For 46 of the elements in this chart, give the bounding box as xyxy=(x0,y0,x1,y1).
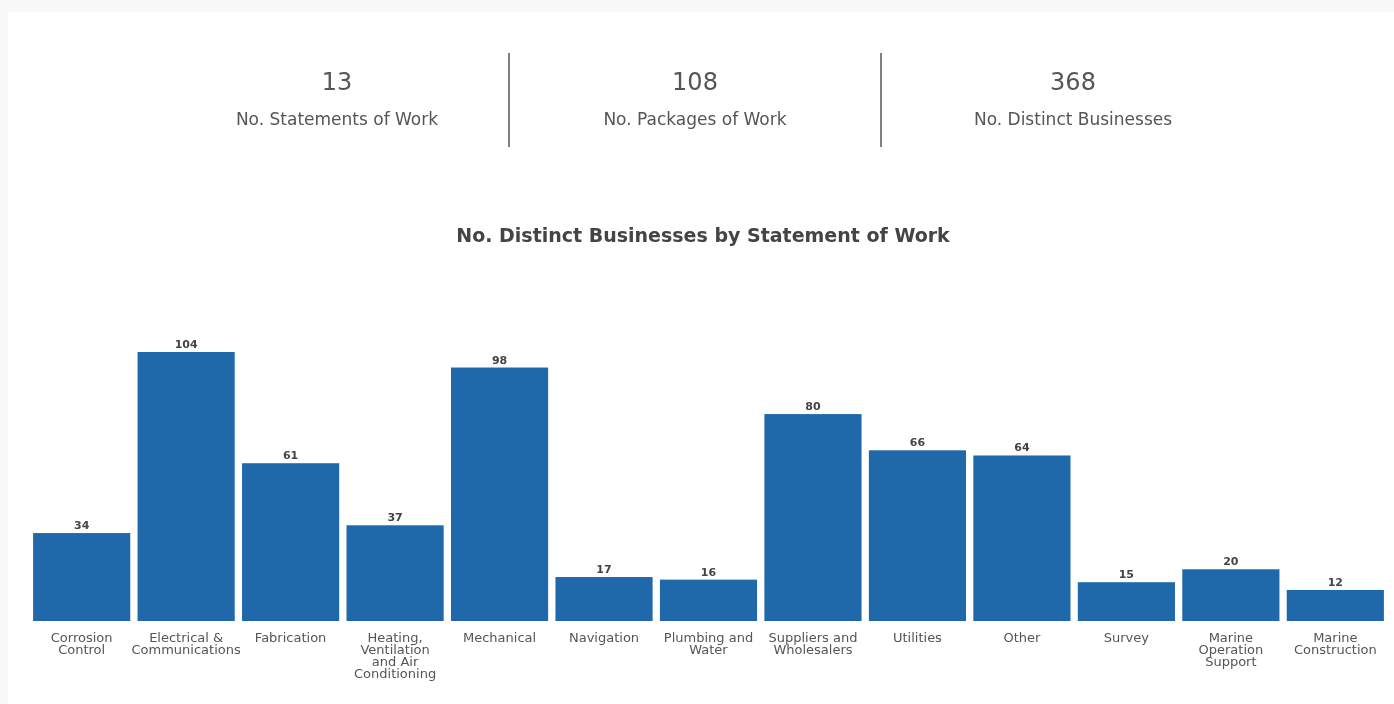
x-tick-label: Corrosion Control xyxy=(50,630,113,657)
data-label: 104 xyxy=(174,338,198,351)
bar xyxy=(764,414,862,621)
chart-title: No. Distinct Businesses by Statement of Work xyxy=(456,224,951,246)
x-tick-label: Survey xyxy=(1103,630,1150,645)
data-label: 16 xyxy=(700,565,717,579)
data-label: 64 xyxy=(1014,441,1030,455)
data-label: 17 xyxy=(596,563,612,577)
data-label: 61 xyxy=(282,449,299,463)
bar xyxy=(1077,582,1175,621)
category-label: No. Statements of Work xyxy=(235,109,439,129)
bar xyxy=(346,525,444,621)
data-label: 66 xyxy=(909,436,926,450)
data-label: 37 xyxy=(387,511,403,525)
data-label: 20 xyxy=(1223,555,1239,569)
bar xyxy=(868,450,967,621)
bar xyxy=(973,455,1071,621)
data-label: 368 xyxy=(1050,68,1096,96)
data-label: 13 xyxy=(321,68,353,96)
bar xyxy=(242,463,340,621)
bar xyxy=(33,533,131,621)
bar xyxy=(1286,589,1384,621)
x-tick-label: Plumbing and Water xyxy=(663,630,754,657)
data-label: 80 xyxy=(805,400,821,414)
x-tick-label: Heating, Ventilation and Air Conditioning xyxy=(354,630,437,681)
x-tick-label: Suppliers and Wholesalers xyxy=(768,630,858,657)
data-label: 34 xyxy=(74,519,90,533)
bar xyxy=(450,367,549,621)
x-tick-label: Other xyxy=(1003,630,1042,645)
x-tick-label: Marine Construction xyxy=(1293,630,1377,657)
data-label: 108 xyxy=(672,68,718,96)
bar xyxy=(659,579,758,621)
category-label: No. Distinct Businesses xyxy=(973,109,1173,129)
bar xyxy=(137,352,235,621)
x-tick-label: Fabrication xyxy=(254,630,327,645)
x-tick-label: Navigation xyxy=(568,630,640,645)
category-label: No. Packages of Work xyxy=(603,109,787,129)
x-tick-label: Electrical & Communications xyxy=(131,630,241,657)
x-tick-label: Marine Operation Support xyxy=(1198,630,1264,669)
bar xyxy=(1182,569,1280,621)
bar xyxy=(555,577,653,621)
x-tick-label: Utilities xyxy=(892,630,943,645)
data-label: 15 xyxy=(1118,568,1135,582)
data-label: 98 xyxy=(491,353,508,367)
data-label: 12 xyxy=(1327,575,1343,589)
x-tick-label: Mechanical xyxy=(462,630,537,645)
